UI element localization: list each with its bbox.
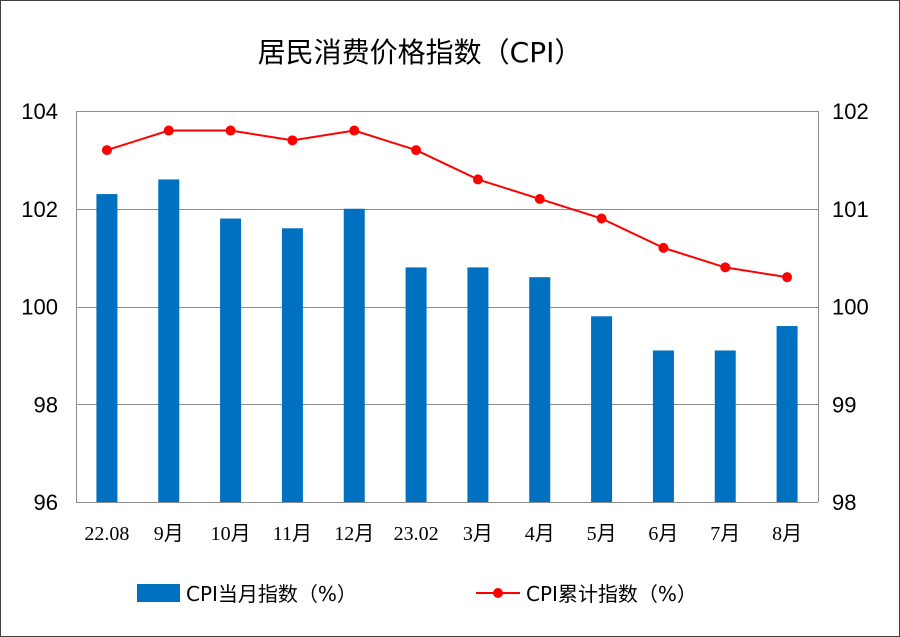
- right-tick-label: 98: [832, 490, 856, 515]
- right-tick-label: 100: [832, 295, 869, 320]
- bar-3月: [467, 267, 489, 502]
- chart-title: 居民消费价格指数（CPI）: [258, 36, 583, 69]
- bar-7月: [714, 350, 736, 502]
- x-tick-label: 8月: [772, 523, 802, 545]
- left-tick-label: 102: [21, 197, 58, 222]
- x-tick-label: 7月: [710, 523, 740, 545]
- x-tick-label: 6月: [648, 523, 678, 545]
- legend-item-bar-series: CPI当月指数（%）: [137, 582, 357, 606]
- x-tick-label: 22.08: [84, 523, 129, 545]
- right-tick-label: 101: [832, 197, 869, 222]
- gridlines: [76, 111, 819, 503]
- bar-10月: [220, 218, 242, 502]
- bar-8月: [776, 326, 798, 502]
- line-point-6月: [658, 242, 669, 253]
- bar-12月: [343, 208, 365, 502]
- legend-bar-swatch: [137, 584, 180, 602]
- line-series: [101, 125, 793, 283]
- bar-9月: [158, 179, 180, 503]
- line-point-9月: [163, 125, 174, 136]
- line-path: [106, 129, 788, 279]
- line-point-4月: [534, 193, 545, 204]
- bar-11月: [281, 228, 303, 503]
- x-axis-tick-labels: 22.08 9月 10月 11月 12月 23.02 3月 4月 5月 6月 7月 8月: [84, 523, 802, 545]
- left-tick-label: 96: [34, 490, 58, 515]
- bar-22.08: [96, 194, 118, 502]
- x-tick-label: 12月: [334, 523, 374, 545]
- x-tick-label: 4月: [525, 523, 555, 545]
- right-tick-label: 99: [832, 392, 856, 417]
- line-point-11月: [287, 135, 298, 146]
- left-tick-label: 100: [21, 295, 58, 320]
- x-tick-label: 10月: [211, 523, 251, 545]
- x-tick-label: 11月: [273, 523, 312, 545]
- bar-23.02: [405, 267, 427, 502]
- line-point-8月: [782, 272, 793, 283]
- line-point-7月: [720, 262, 731, 273]
- line-point-22.08: [101, 145, 112, 156]
- legend: CPI当月指数（%） CPI累计指数（%）: [137, 582, 697, 606]
- right-axis-tick-labels: 98 99 100 101 102: [832, 99, 869, 515]
- x-tick-label: 9月: [154, 523, 184, 545]
- right-tick-label: 102: [832, 99, 869, 124]
- x-tick-label: 3月: [463, 523, 493, 545]
- left-tick-label: 104: [21, 99, 58, 124]
- x-tick-label: 23.02: [394, 523, 439, 545]
- legend-bar-label: CPI当月指数（%）: [186, 582, 357, 606]
- left-axis-tick-labels: 96 98 100 102 104: [21, 99, 58, 515]
- bar-series: [96, 179, 798, 503]
- line-point-5月: [596, 213, 607, 224]
- bar-6月: [652, 350, 674, 502]
- left-tick-label: 98: [34, 392, 58, 417]
- legend-item-line-series: CPI累计指数（%）: [476, 582, 697, 606]
- line-point-12月: [349, 125, 360, 136]
- line-point-10月: [225, 125, 236, 136]
- bar-4月: [529, 277, 551, 502]
- bar-5月: [591, 316, 613, 502]
- legend-line-label: CPI累计指数（%）: [526, 582, 697, 606]
- line-point-3月: [472, 174, 483, 185]
- legend-line-marker: [493, 588, 503, 598]
- line-point-23.02: [411, 145, 422, 156]
- x-tick-label: 5月: [587, 523, 617, 545]
